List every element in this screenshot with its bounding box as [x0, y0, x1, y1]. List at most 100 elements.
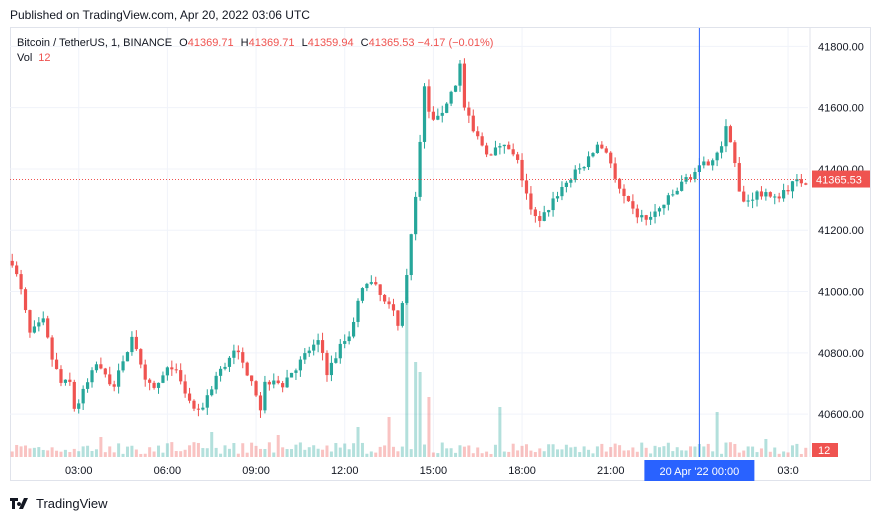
volume-bar	[618, 445, 622, 457]
candle-body	[547, 210, 551, 213]
candle-body	[591, 153, 595, 157]
close-value: 41365.53	[368, 37, 415, 49]
volume-bar	[454, 452, 458, 457]
candle-body	[63, 379, 68, 383]
volume-bar	[334, 443, 338, 457]
volume-bar	[391, 446, 395, 457]
volume-bar	[520, 445, 524, 457]
volume-bar	[254, 445, 258, 457]
candle-body	[316, 340, 320, 345]
candle-body	[72, 381, 76, 409]
candle-body	[613, 163, 617, 179]
candle-body	[684, 177, 688, 182]
volume-bar	[108, 446, 112, 457]
candle-body	[258, 395, 263, 411]
volume-bar	[720, 453, 724, 457]
candle-body	[214, 375, 218, 390]
candle-body	[507, 144, 511, 150]
candle-body	[511, 149, 515, 155]
x-tick-label: 12:00	[331, 465, 359, 477]
tradingview-footer[interactable]: TradingView	[10, 496, 108, 511]
volume-bar	[223, 445, 227, 457]
volume-bar	[15, 444, 19, 457]
volume-bar	[458, 445, 462, 457]
volume-bar	[121, 453, 125, 457]
volume-bar	[564, 444, 568, 457]
candle-body	[680, 181, 684, 191]
candle-body	[498, 146, 502, 148]
candle-body	[99, 364, 103, 369]
volume-bar	[631, 447, 635, 457]
volume-bar	[480, 453, 484, 457]
volume-bar	[285, 449, 289, 457]
volume-bar	[737, 452, 741, 457]
change-value: −4.17 (−0.01%)	[417, 37, 494, 49]
volume-label: Vol	[17, 52, 33, 64]
volume-bar	[201, 448, 205, 457]
volume-bar	[529, 450, 533, 457]
candle-body	[414, 196, 418, 235]
candle-body	[640, 215, 644, 218]
volume-bar	[236, 453, 240, 457]
volume-bar	[591, 453, 595, 457]
volume-bar	[666, 442, 670, 457]
candle-body	[15, 265, 19, 275]
candle-body	[418, 141, 422, 197]
volume-bar	[431, 452, 435, 457]
candle-body	[303, 353, 307, 360]
tradingview-logo-icon	[10, 497, 32, 510]
candle-body	[649, 216, 653, 220]
volume-bar	[196, 442, 200, 457]
candle-body	[569, 180, 573, 183]
y-tick-label: 41000.00	[818, 287, 864, 299]
volume-bar	[755, 452, 759, 457]
volume-bar	[498, 407, 502, 457]
candle-body	[706, 161, 710, 166]
volume-bar	[759, 448, 763, 457]
volume-bar	[578, 452, 582, 457]
candle-body	[112, 384, 116, 387]
high-value: 41369.71	[248, 37, 295, 49]
candle-body	[657, 208, 662, 212]
chart-panel[interactable]	[10, 27, 871, 481]
candle-body	[307, 350, 311, 354]
volume-bar	[272, 452, 276, 457]
candle-body	[445, 103, 449, 113]
candle-body	[480, 136, 484, 146]
volume-bar	[715, 412, 719, 457]
current-price-label: 41365.53	[816, 175, 862, 187]
volume-bar	[161, 452, 165, 457]
volume-bar	[192, 442, 196, 457]
candle-body	[360, 288, 365, 301]
y-tick-label: 41200.00	[818, 225, 864, 237]
candle-body	[94, 364, 99, 371]
volume-bar	[37, 447, 41, 457]
volume-bar	[804, 447, 808, 457]
candle-body	[564, 182, 568, 187]
volume-bar	[485, 451, 489, 457]
candle-body	[542, 212, 546, 221]
volume-bar	[94, 449, 98, 457]
candle-body	[81, 388, 85, 404]
volume-bar	[405, 297, 409, 457]
volume-bar	[174, 451, 178, 457]
published-caption: Published on TradingView.com, Apr 20, 20…	[10, 8, 310, 22]
volume-bar	[600, 443, 604, 457]
candle-body	[338, 343, 342, 359]
candle-body	[19, 274, 23, 290]
volume-bar	[112, 452, 116, 457]
volume-bar	[329, 451, 333, 457]
candle-body	[626, 196, 631, 202]
volume-bar	[489, 453, 493, 457]
volume-bar	[312, 445, 316, 457]
y-tick-label: 40800.00	[818, 348, 864, 360]
candle-body	[719, 146, 724, 153]
candle-body	[334, 358, 338, 363]
volume-bar	[55, 450, 59, 457]
candle-body	[183, 381, 187, 394]
low-label: L	[301, 37, 308, 49]
volume-bar	[742, 450, 746, 457]
candle-body	[46, 318, 50, 338]
volume-bar	[103, 452, 107, 457]
